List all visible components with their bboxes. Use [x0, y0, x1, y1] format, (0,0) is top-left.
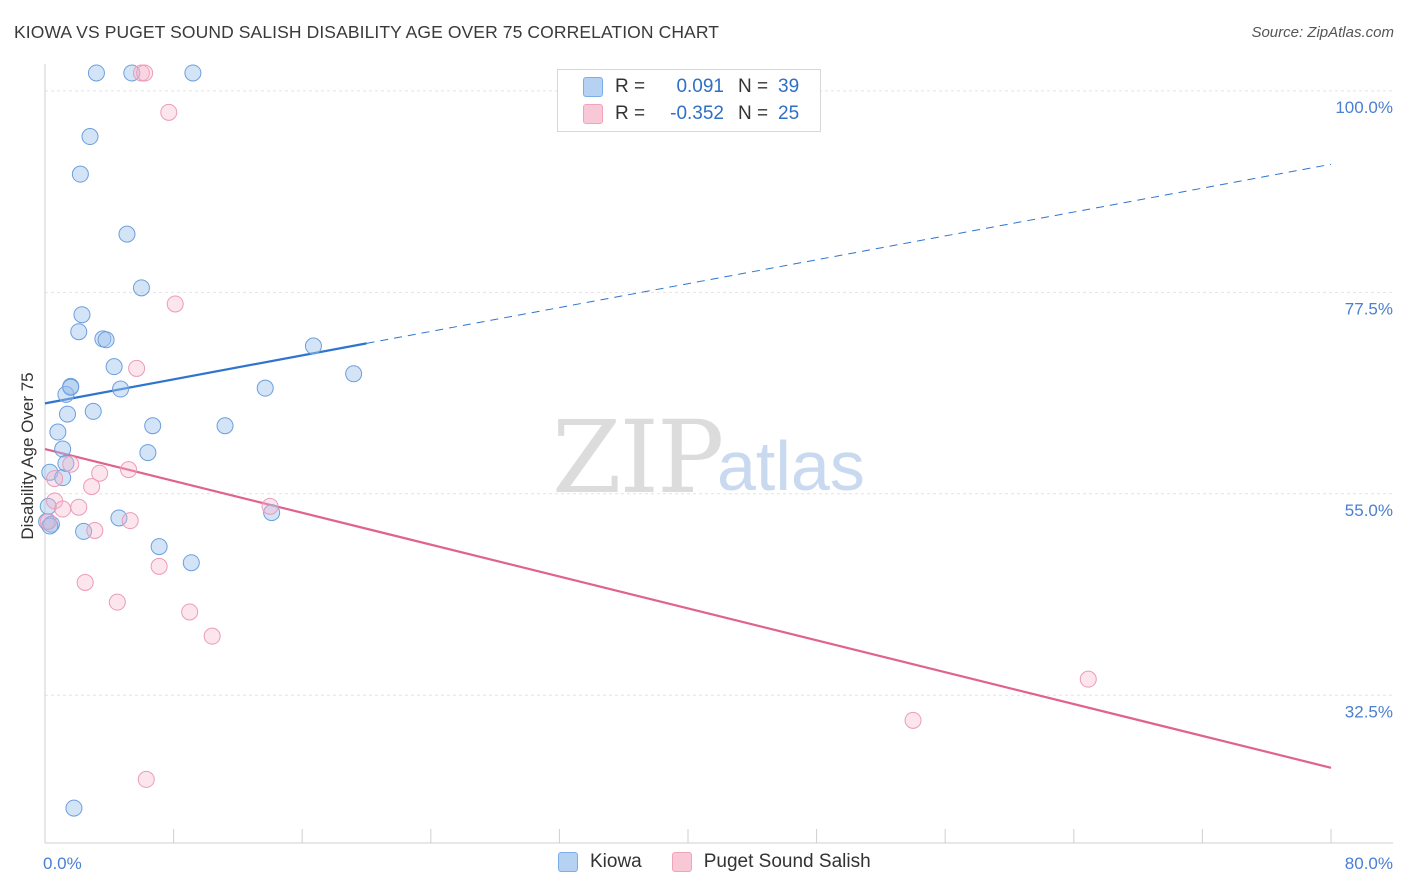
kiowa-point [65, 799, 83, 817]
kiowa-point [345, 365, 363, 383]
kiowa-point [144, 417, 162, 435]
kiowa-point [132, 279, 150, 297]
kiowa-point [123, 64, 141, 82]
chart-title: KIOWA VS PUGET SOUND SALISH DISABILITY A… [14, 22, 720, 42]
puget-swatch [583, 104, 603, 124]
kiowa-swatch [583, 77, 603, 97]
puget-point [39, 513, 57, 531]
puget-point [86, 522, 104, 540]
kiowa-point [70, 323, 88, 341]
legend-label-puget: Puget Sound Salish [703, 851, 871, 872]
puget-point [54, 500, 72, 518]
puget-point [160, 103, 178, 121]
kiowa-point [256, 379, 274, 397]
legend-row-kiowa: R = 0.091 N = 39 [558, 74, 799, 100]
puget-point [203, 627, 221, 645]
puget-point [137, 770, 155, 788]
kiowa-point [49, 423, 67, 441]
watermark-atlas: atlas [717, 427, 865, 505]
r-value: 0.091 [676, 76, 724, 97]
watermark: ZIP atlas [552, 399, 865, 516]
puget-point [150, 557, 168, 575]
axes [44, 64, 1393, 844]
r-label: R = [615, 76, 646, 97]
kiowa-point [87, 64, 105, 82]
puget-point [76, 573, 94, 591]
kiowa-point [97, 331, 115, 349]
puget-point [166, 295, 184, 313]
x-tick-label: 0.0% [43, 854, 82, 873]
puget-point [91, 464, 109, 482]
kiowa-point [182, 554, 200, 572]
watermark-zip: ZIP [552, 399, 722, 516]
y-tick-label: 32.5% [1345, 702, 1393, 721]
kiowa-point [118, 225, 136, 243]
kiowa-point [57, 454, 75, 472]
trend-lines [44, 163, 1332, 769]
puget-point [121, 512, 139, 530]
puget-point [120, 461, 138, 479]
series-legend: Kiowa Puget Sound Salish [558, 851, 901, 873]
kiowa-point [73, 306, 91, 324]
y-tick-label: 55.0% [1345, 501, 1393, 520]
source-label: Source: ZipAtlas.com [1251, 24, 1394, 41]
correlation-legend: R = 0.091 N = 39 R = -0.352 N = 25 [557, 69, 821, 132]
kiowa-point [54, 440, 72, 458]
kiowa-point [216, 417, 234, 435]
grid-lines [45, 90, 1393, 696]
r-value: -0.352 [670, 103, 724, 124]
kiowa-point [59, 405, 77, 423]
legend-label-kiowa: Kiowa [590, 851, 642, 872]
kiowa-point [84, 402, 102, 420]
kiowa-point [110, 509, 128, 527]
y-tick-label: 100.0% [1335, 98, 1393, 117]
puget-swatch [671, 852, 692, 872]
kiowa-point [62, 378, 80, 396]
puget-point [108, 593, 126, 611]
puget-point [46, 470, 64, 488]
puget-point [70, 498, 88, 516]
legend-item-kiowa: Kiowa [558, 851, 642, 873]
tick-labels: 32.5% 55.0% 77.5% 100.0% 0.0% 80.0% [43, 98, 1393, 873]
puget-trend-line [44, 447, 1332, 769]
kiowa-point [139, 444, 157, 462]
legend-item-puget: Puget Sound Salish [671, 851, 871, 873]
puget-point [62, 455, 80, 473]
kiowa-point [112, 380, 130, 398]
kiowa-point [304, 337, 322, 355]
y-axis-label: Disability Age Over 75 [18, 372, 37, 539]
kiowa-point [105, 358, 123, 376]
r-label: R = [615, 103, 646, 124]
puget-point [904, 711, 922, 729]
puget-point [83, 478, 101, 496]
kiowa-point [71, 165, 89, 183]
legend-row-puget: R = -0.352 N = 25 [558, 101, 799, 127]
n-label: N = [738, 103, 769, 124]
n-value: 39 [778, 76, 800, 97]
puget-point [181, 603, 199, 621]
kiowa-point [81, 128, 99, 146]
kiowa-point [263, 504, 281, 522]
puget-point [128, 359, 146, 377]
n-label: N = [738, 76, 769, 97]
x-tick-label: 80.0% [1345, 854, 1393, 873]
puget-point [1079, 670, 1097, 688]
kiowa-trend-line [44, 342, 367, 405]
kiowa-point [150, 538, 168, 556]
y-tick-label: 77.5% [1345, 299, 1393, 318]
kiowa-trend-extension [366, 163, 1332, 344]
data-points [38, 64, 1097, 817]
puget-point [136, 64, 154, 82]
puget-point [261, 497, 279, 515]
kiowa-swatch [558, 852, 578, 872]
kiowa-point [184, 64, 202, 82]
n-value: 25 [778, 103, 800, 124]
